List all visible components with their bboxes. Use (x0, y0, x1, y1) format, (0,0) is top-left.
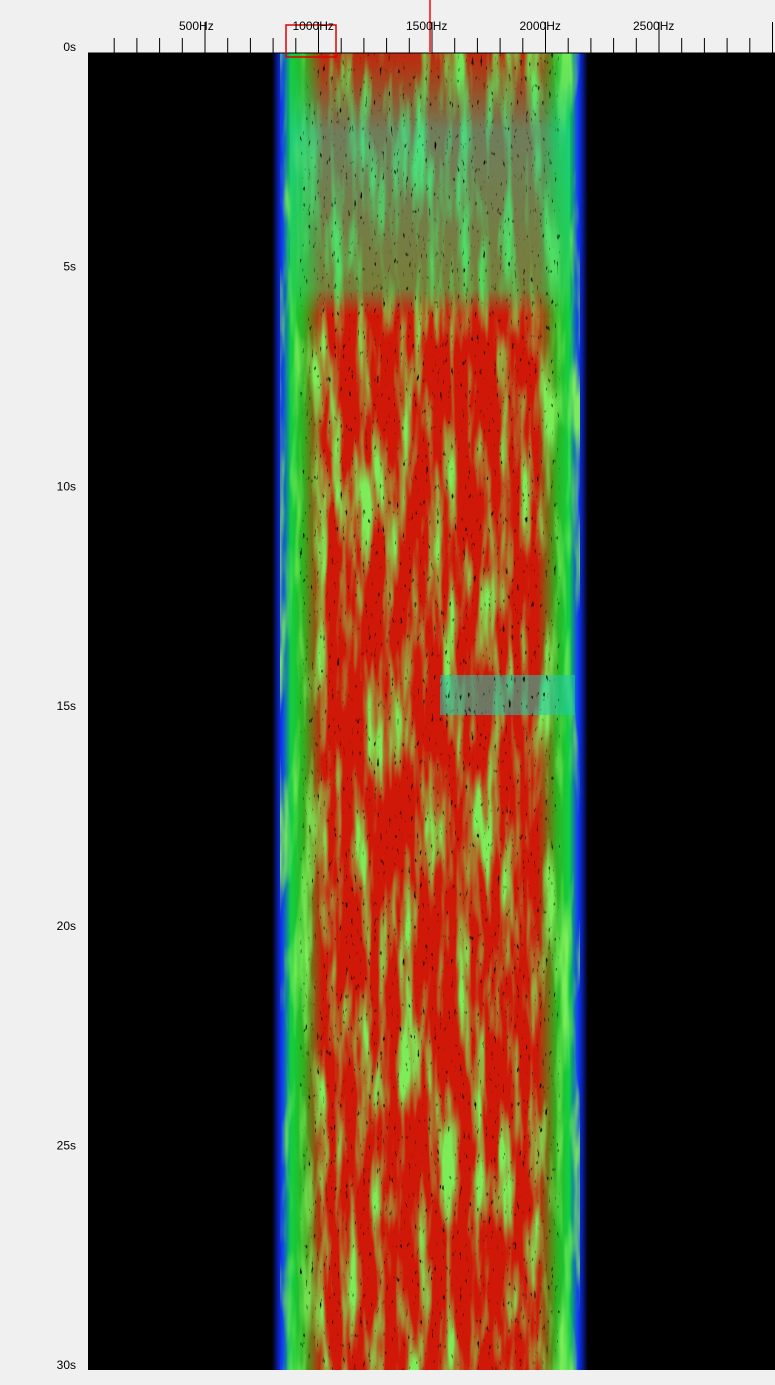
selection-box (285, 24, 337, 58)
y-tick-label: 0s (63, 40, 76, 54)
x-tick-label: 2000Hz (520, 19, 561, 33)
x-tick-label: 2500Hz (633, 19, 674, 33)
y-tick-label: 5s (63, 260, 76, 274)
x-tick-label: 500Hz (179, 19, 214, 33)
y-tick-label: 10s (57, 479, 76, 493)
x-tick-label: 1500Hz (406, 19, 447, 33)
y-tick-label: 30s (57, 1358, 76, 1372)
y-tick-label: 20s (57, 919, 76, 933)
x-tick-label: 1000Hz (293, 19, 334, 33)
x-ticks (113, 22, 773, 53)
signal-dots (300, 53, 560, 1370)
y-tick-label: 25s (57, 1139, 76, 1153)
y-tick-label: 15s (57, 699, 76, 713)
